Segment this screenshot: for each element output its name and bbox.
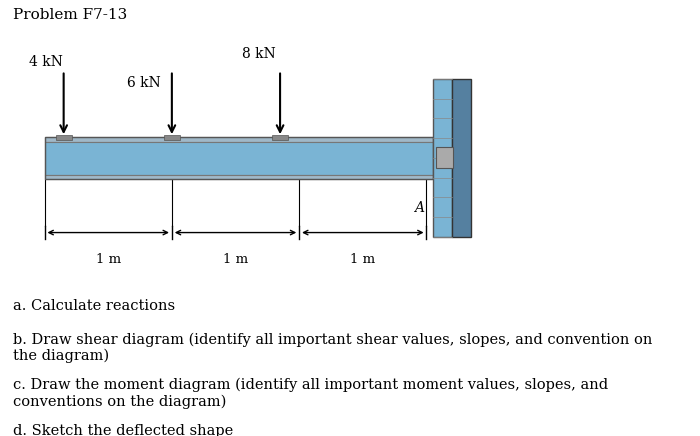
Text: a. Calculate reactions: a. Calculate reactions (13, 299, 175, 313)
FancyBboxPatch shape (433, 79, 452, 237)
Text: 1 m: 1 m (223, 253, 248, 266)
Text: b. Draw shear diagram (identify all important shear values, slopes, and conventi: b. Draw shear diagram (identify all impo… (13, 332, 652, 363)
Text: 6 kN: 6 kN (127, 76, 161, 90)
Text: Problem F7-13: Problem F7-13 (13, 8, 127, 22)
FancyBboxPatch shape (452, 79, 471, 237)
Text: 8 kN: 8 kN (242, 47, 276, 61)
Text: c. Draw the moment diagram (identify all important moment values, slopes, and
co: c. Draw the moment diagram (identify all… (13, 378, 608, 409)
Text: d. Sketch the deflected shape: d. Sketch the deflected shape (13, 424, 233, 436)
Text: 1 m: 1 m (96, 253, 121, 266)
FancyBboxPatch shape (45, 142, 433, 175)
Text: A: A (414, 201, 424, 215)
FancyBboxPatch shape (45, 137, 433, 142)
Text: 1 m: 1 m (350, 253, 375, 266)
FancyBboxPatch shape (272, 135, 288, 140)
FancyBboxPatch shape (45, 175, 433, 179)
Text: 4 kN: 4 kN (29, 55, 62, 69)
FancyBboxPatch shape (164, 135, 180, 140)
FancyBboxPatch shape (56, 135, 71, 140)
FancyBboxPatch shape (436, 147, 453, 168)
